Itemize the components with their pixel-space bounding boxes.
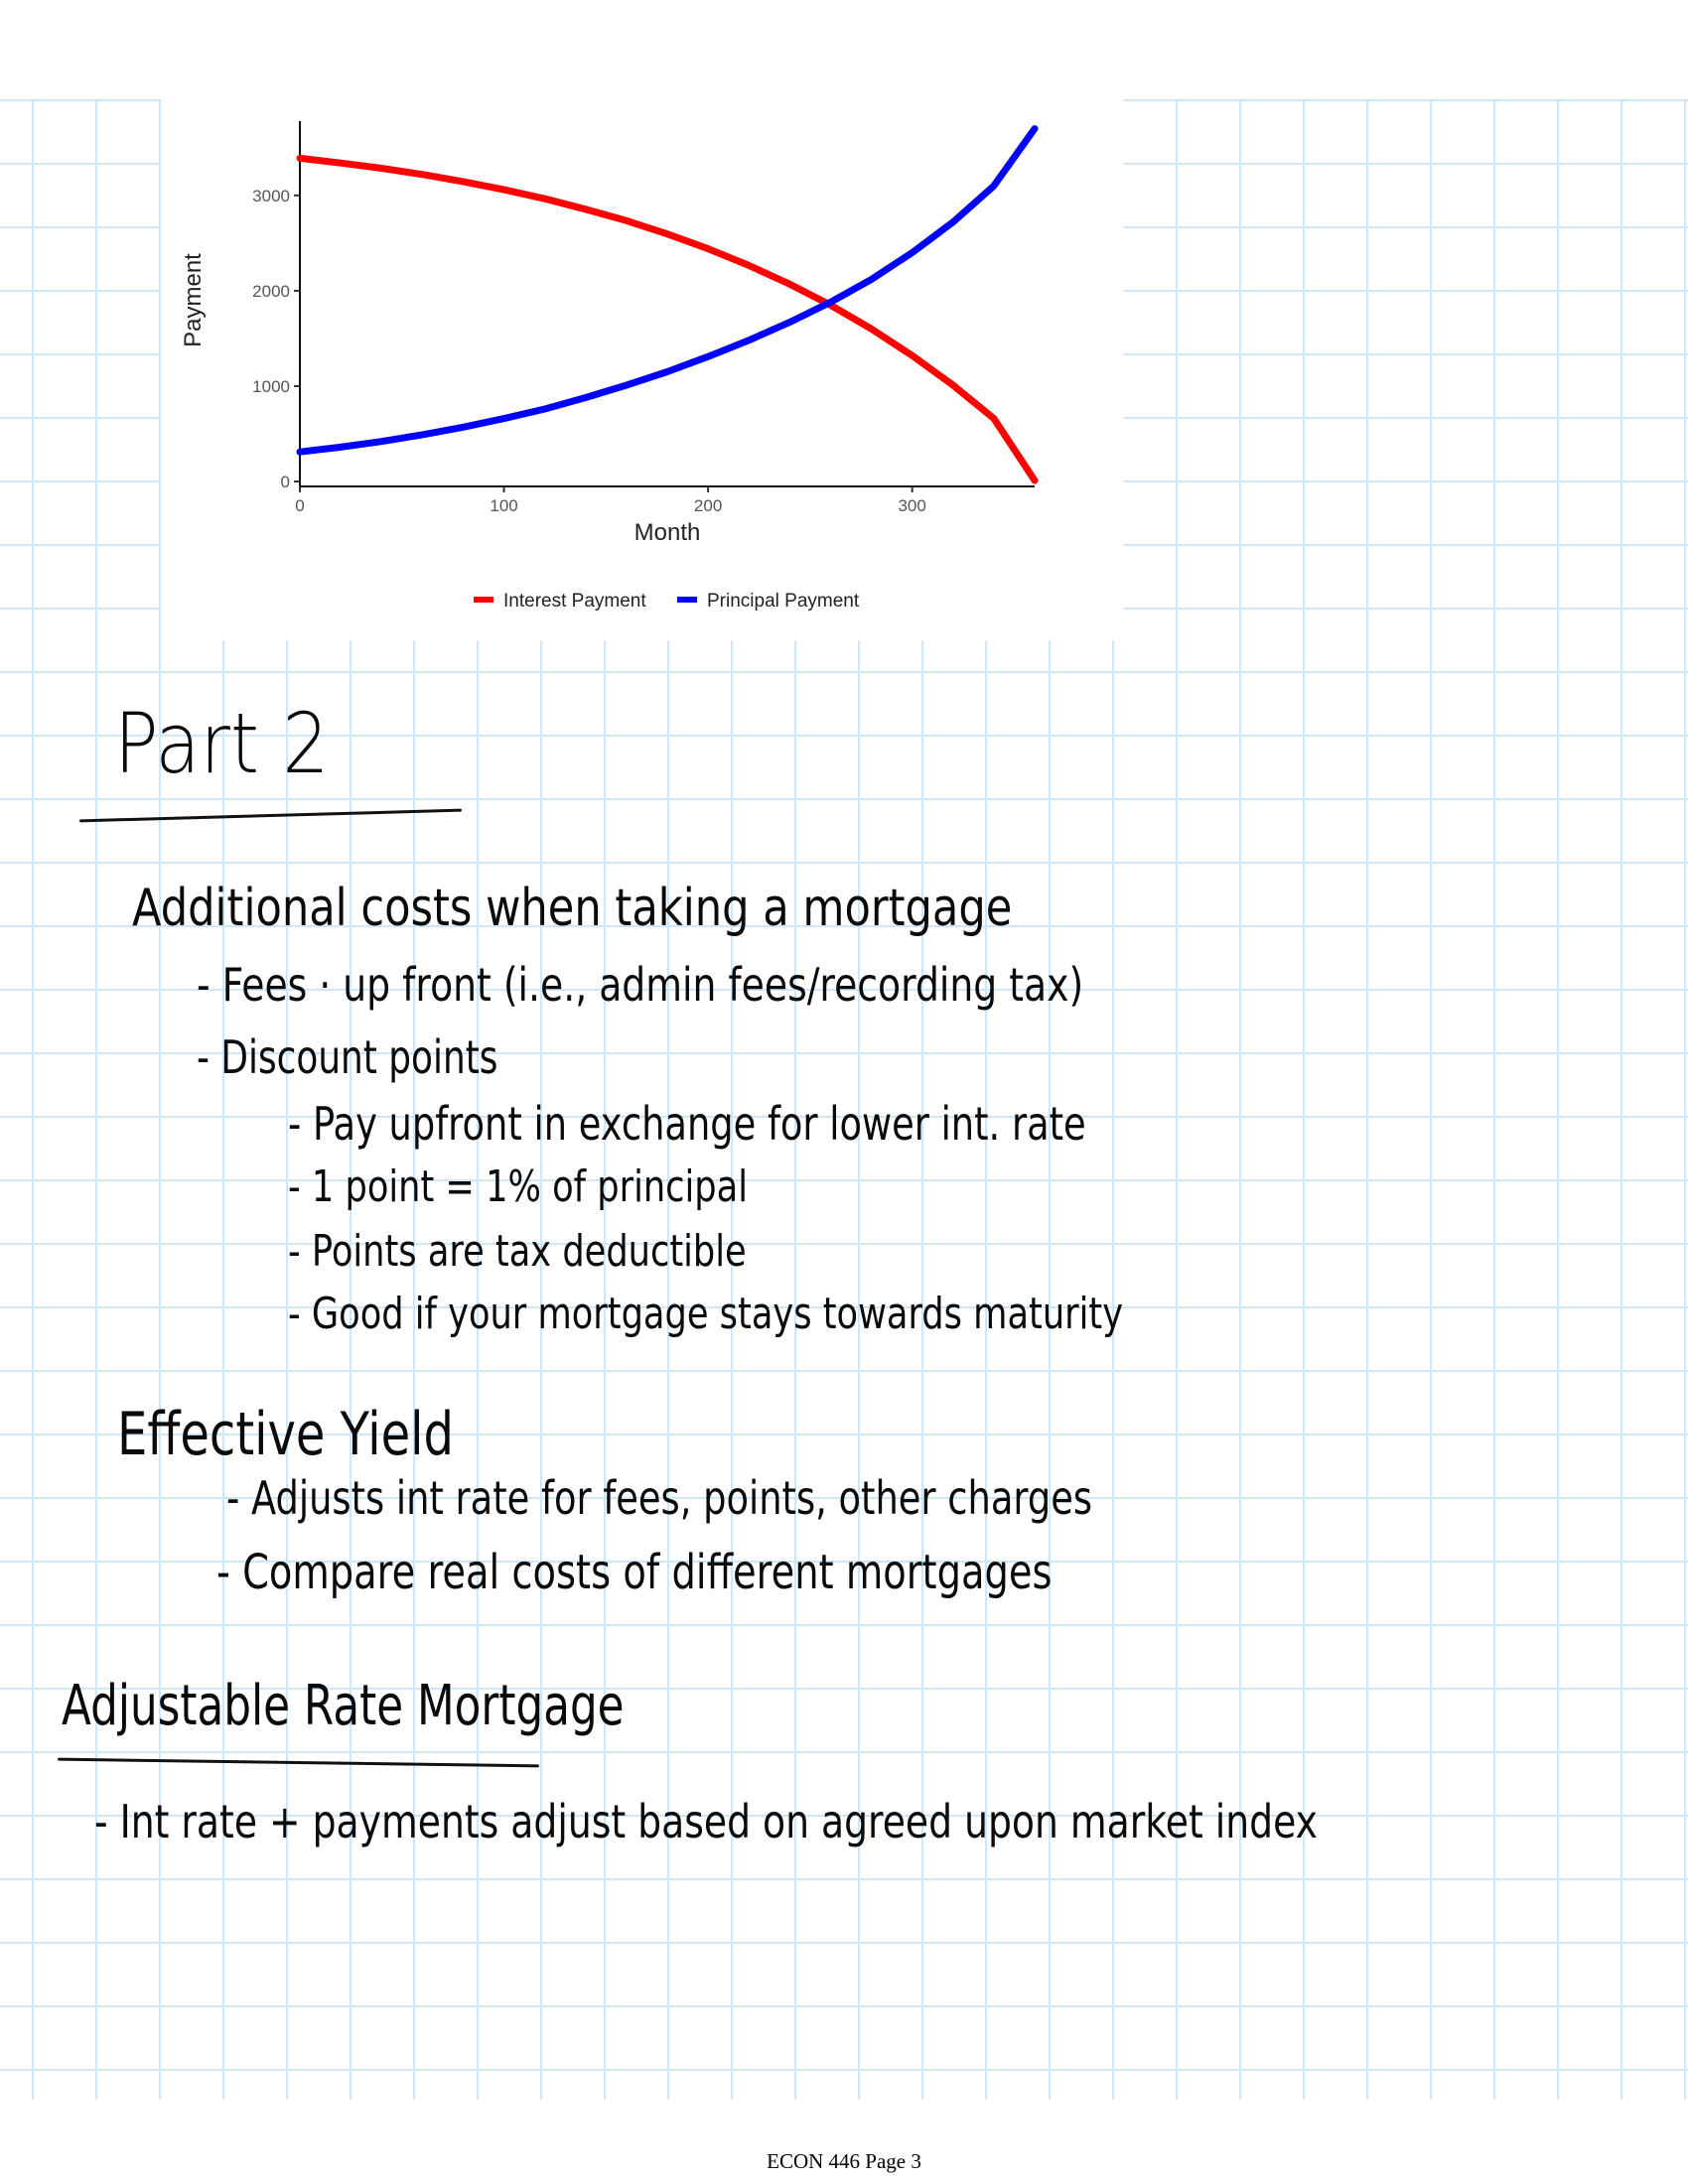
chart-legend: Interest Payment Principal Payment <box>474 591 860 612</box>
x-tick-label: 200 <box>694 496 722 515</box>
arm-heading-underline <box>58 1757 539 1768</box>
effective-yield-item-1: - Adjusts int rate for fees, points, oth… <box>226 1471 1093 1525</box>
series-lines <box>296 125 1039 484</box>
arm-heading: Adjustable Rate Mortgage <box>62 1674 625 1738</box>
effective-yield-heading: Effective Yield <box>117 1400 454 1469</box>
fees-item: - Fees · up front (i.e., admin fees/reco… <box>197 958 1084 1012</box>
discount-sub-item-4: - Good if your mortgage stays towards ma… <box>288 1289 1124 1339</box>
additional-costs-heading: Additional costs when taking a mortgage <box>132 879 1013 938</box>
y-axis-title: Payment <box>180 253 207 347</box>
legend-label: Interest Payment <box>503 591 646 612</box>
discount-points-item: - Discount points <box>197 1030 498 1084</box>
y-axis-ticks: 0 1000 2000 3000 <box>252 187 300 491</box>
part-heading: Part 2 <box>114 695 330 792</box>
top-margin <box>0 0 1688 99</box>
x-tick-label: 0 <box>295 496 304 515</box>
bottom-margin <box>0 2100 1688 2184</box>
discount-sub-item-2: - 1 point = 1% of principal <box>288 1161 748 1212</box>
x-tick-label: 300 <box>898 496 925 515</box>
legend-label: Principal Payment <box>707 591 860 612</box>
series-line-principal-payment <box>296 125 1039 456</box>
y-tick-label: 3000 <box>252 187 290 205</box>
part-heading-underline <box>79 808 462 823</box>
y-tick-label: 1000 <box>252 377 290 396</box>
payment-chart-svg: 0 1000 2000 3000 0 100 200 300 Payment Month I… <box>180 121 1039 612</box>
arm-item: - Int rate + payments adjust based on ag… <box>94 1795 1318 1848</box>
effective-yield-item-2: - Compare real costs of different mortga… <box>216 1545 1053 1600</box>
page-footer: ECON 446 Page 3 <box>767 2149 921 2173</box>
y-tick-label: 2000 <box>252 282 290 301</box>
y-tick-label: 0 <box>281 473 290 491</box>
discount-sub-item-1: - Pay upfront in exchange for lower int.… <box>288 1097 1086 1151</box>
payment-chart: 0 1000 2000 3000 0 100 200 300 Payment Month I… <box>161 99 1124 640</box>
discount-sub-item-3: - Points are tax deductible <box>288 1226 747 1277</box>
series-line-interest-payment <box>296 154 1039 484</box>
x-axis-title: Month <box>634 519 701 546</box>
x-tick-label: 100 <box>490 496 517 515</box>
x-axis-ticks: 0 100 200 300 <box>295 486 926 515</box>
